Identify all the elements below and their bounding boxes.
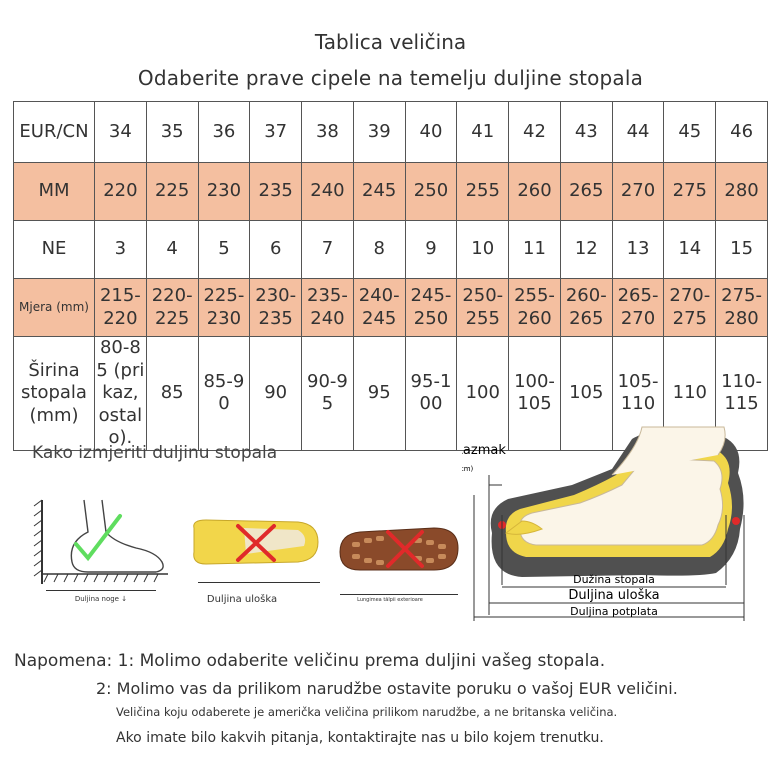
row-label: Širina stopala (mm) — [13, 336, 95, 451]
table-cell: 41 — [456, 101, 510, 163]
table-cell: 275-280 — [715, 278, 768, 337]
table-cell: 100 — [456, 336, 510, 451]
foot-length-caption: Duljina noge ↓ — [74, 595, 128, 603]
table-cell: 230-235 — [249, 278, 303, 337]
table-cell: 235 — [249, 162, 303, 221]
table-cell: 245 — [352, 162, 406, 221]
table-cell: 90 — [249, 336, 303, 451]
table-cell: 95 — [352, 336, 406, 451]
table-cell: 6 — [249, 220, 303, 279]
table-cell: 270-275 — [663, 278, 717, 337]
table-cell: 15 — [715, 220, 768, 279]
note-4: Ako imate bilo kakvih pitanja, kontaktir… — [116, 730, 604, 746]
table-cell: 11 — [508, 220, 561, 279]
table-row: NE 3 4 5 6 7 8 9 10 11 12 13 14 15 — [13, 220, 768, 279]
row-label: Mjera (mm) — [13, 278, 95, 337]
table-cell: 39 — [352, 101, 406, 163]
table-cell: 12 — [559, 220, 613, 279]
table-cell: 265-270 — [611, 278, 665, 337]
table-cell: 220 — [94, 162, 147, 221]
table-cell: 275 — [663, 162, 717, 221]
row-label: MM — [13, 162, 95, 221]
row-label: EUR/CN — [13, 101, 95, 163]
cross-icon — [386, 530, 424, 568]
table-cell: 38 — [301, 101, 354, 163]
note-1: Napomena: 1: Molimo odaberite veličinu p… — [14, 651, 606, 671]
table-cell: 250-255 — [456, 278, 510, 337]
table-cell: 45 — [663, 101, 717, 163]
table-cell: 225 — [145, 162, 199, 221]
note-3: Veličina koju odaberete je američka veli… — [116, 705, 618, 719]
outsole-illustration — [339, 527, 459, 571]
foot-length-label: Dužina stopala — [573, 573, 655, 586]
table-cell: 90-95 — [301, 336, 354, 451]
outsole-panel: Lungimea tălpii exterioare — [334, 518, 464, 612]
table-cell: 270 — [611, 162, 665, 221]
table-cell: 3 — [94, 220, 147, 279]
table-cell: 46 — [715, 101, 768, 163]
table-cell: 255-260 — [508, 278, 561, 337]
table-cell: 220-225 — [145, 278, 199, 337]
table-cell: 250 — [404, 162, 458, 221]
table-row: MM 220 225 230 235 240 245 250 255 260 265 270 275 28… — [13, 162, 768, 221]
table-cell: 44 — [611, 101, 665, 163]
note-2: 2: Molimo vas da prilikom narudžbe ostav… — [96, 679, 678, 698]
shoe-fit-diagram: Razmak (dodajte 0,5 cm - 1 cm) Dužina st… — [391, 425, 762, 625]
table-cell: 43 — [559, 101, 613, 163]
table-cell: 215-220 — [94, 278, 147, 337]
outsole-length-caption: Lungimea tălpii exterioare — [357, 597, 423, 603]
insole-length-caption: Duljina uloška — [206, 594, 278, 605]
table-cell: 14 — [663, 220, 717, 279]
table-cell: 95-100 — [404, 336, 458, 451]
table-cell: 37 — [249, 101, 303, 163]
insole-illustration — [193, 519, 319, 565]
table-cell: 260-265 — [559, 278, 613, 337]
table-cell: 255 — [456, 162, 510, 221]
foot-illustration — [33, 499, 168, 584]
check-icon — [74, 514, 122, 562]
table-cell: 230 — [197, 162, 251, 221]
gap-note: (dodajte 0,5 cm - 1 cm) — [462, 465, 474, 473]
table-cell: 4 — [145, 220, 199, 279]
table-cell: 40 — [404, 101, 458, 163]
table-row: EUR/CN 34 35 36 37 38 39 40 41 42 43 44 45 46 — [13, 101, 768, 163]
table-cell: 225-230 — [197, 278, 251, 337]
table-cell: 100-105 — [508, 336, 561, 451]
table-row: Mjera (mm) 215-220 220-225 225-230 230-235 23… — [13, 278, 768, 337]
table-cell: 5 — [197, 220, 251, 279]
table-cell: 42 — [508, 101, 561, 163]
table-cell: 280 — [715, 162, 768, 221]
shoe-cross-section: Razmak (dodajte 0,5 cm - 1 cm) Dužina st… — [391, 426, 745, 621]
page-subtitle: Odaberite prave cipele na temelju duljin… — [137, 66, 644, 90]
row-label: NE — [13, 220, 95, 279]
table-cell: 85 — [145, 336, 199, 451]
table-row: Širina stopala (mm) 80-85 (prikaz, ostalo… — [13, 336, 768, 451]
table-cell: 35 — [145, 101, 199, 163]
table-cell: 8 — [352, 220, 406, 279]
foot-measure-panel: Duljina noge ↓ — [28, 492, 178, 612]
table-cell: 245-250 — [404, 278, 458, 337]
cross-icon — [236, 524, 276, 562]
gap-label: Razmak — [462, 443, 506, 458]
table-cell: 240 — [301, 162, 354, 221]
table-cell: 260 — [508, 162, 561, 221]
table-cell: 10 — [456, 220, 510, 279]
size-table: EUR/CN 34 35 36 37 38 39 40 41 42 43 44 45 46 MM 220 225… — [13, 101, 768, 451]
table-cell: 85-90 — [197, 336, 251, 451]
table-cell: 13 — [611, 220, 665, 279]
table-cell: 7 — [301, 220, 354, 279]
insole-panel: Duljina uloška — [186, 512, 326, 612]
table-cell: 240-245 — [352, 278, 406, 337]
insole-length-label: Duljina uloška — [568, 588, 659, 603]
section-title: Kako izmjeriti duljinu stopala — [32, 443, 278, 463]
table-cell: 36 — [197, 101, 251, 163]
table-cell: 9 — [404, 220, 458, 279]
table-cell: 235-240 — [301, 278, 354, 337]
table-cell: 265 — [559, 162, 613, 221]
table-cell: 80-85 (prikaz, ostalo). — [94, 336, 147, 451]
sole-length-label: Duljina potplata — [570, 605, 658, 618]
table-cell: 34 — [94, 101, 147, 163]
page-title: Tablica veličina — [314, 30, 467, 54]
